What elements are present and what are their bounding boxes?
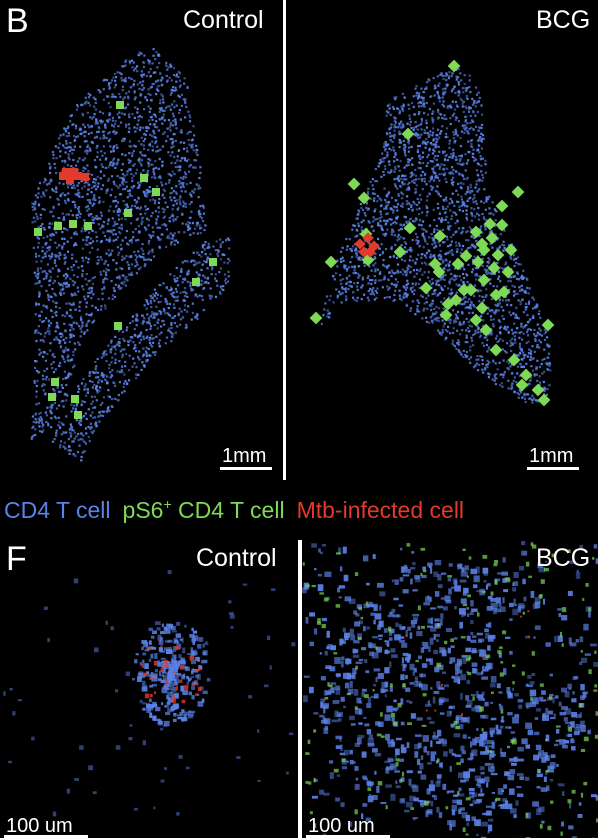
scale-bar-label: 1mm: [529, 445, 574, 467]
legend-ps6-prefix: pS6: [122, 497, 164, 523]
panel-letter-f: F: [6, 540, 27, 578]
legend-ps6-cd4-t-cell: pS6+ CD4 T cell: [123, 480, 285, 540]
panel-b-bcg: BCG 1mm: [286, 0, 598, 480]
color-legend: CD4 T cell pS6+ CD4 T cell Mtb-infected ce…: [0, 480, 598, 540]
panel-b-control: B Control 1mm: [0, 0, 283, 480]
legend-mtb-infected-cell: Mtb-infected cell: [296, 497, 465, 523]
panel-f-control: F Control 100 um: [0, 540, 298, 838]
legend-ps6-suffix: CD4 T cell: [171, 497, 285, 523]
scale-bar: [527, 467, 579, 470]
scale-bar-label: 100 um: [308, 815, 375, 837]
condition-label-control: Control: [196, 544, 277, 572]
scale-bar: [4, 835, 88, 838]
bcg-microscopy-image: [302, 541, 598, 838]
condition-label-bcg: BCG: [536, 6, 591, 34]
panel-f-bcg: BCG 100 um: [302, 540, 598, 838]
condition-label-control: Control: [183, 6, 264, 34]
condition-label-bcg: BCG: [536, 544, 591, 572]
control-lung-section-image: [30, 48, 231, 462]
scale-bar: [306, 835, 390, 838]
legend-cd4-t-cell: CD4 T cell: [4, 497, 111, 523]
scale-bar-label: 1mm: [222, 445, 267, 467]
control-microscopy-image: [3, 570, 296, 817]
scale-bar-label: 100 um: [6, 815, 73, 837]
scale-bar: [220, 467, 272, 470]
bcg-lung-section-image: [309, 59, 555, 407]
panel-letter-b: B: [6, 2, 29, 40]
